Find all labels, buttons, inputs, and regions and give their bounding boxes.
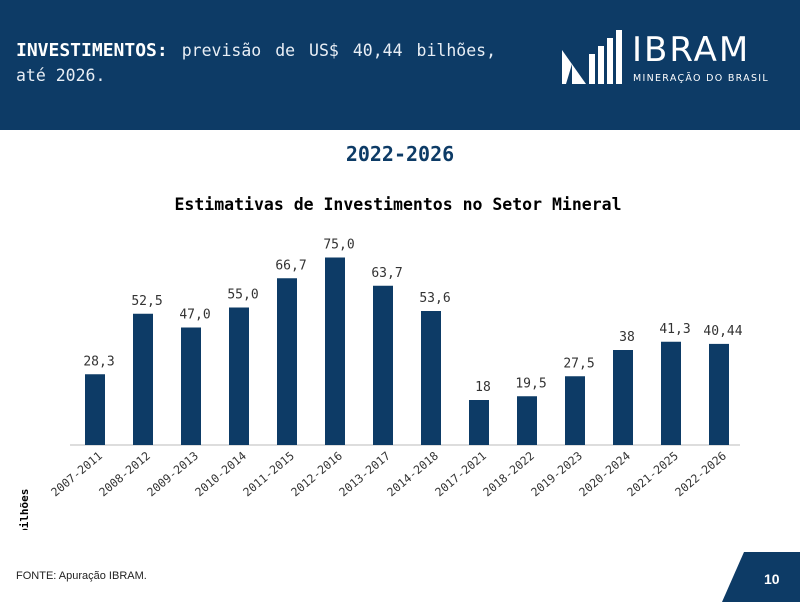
value-label-2007-2011: 28,3 — [83, 354, 114, 369]
bar-2010-2014 — [229, 307, 249, 445]
category-label-2007-2011: 2007-2011 — [48, 449, 105, 500]
category-label-2022-2026: 2022-2026 — [672, 449, 729, 500]
bar-2012-2016 — [325, 257, 345, 445]
bar-2013-2017 — [373, 285, 393, 445]
value-label-2021-2025: 41,3 — [659, 322, 690, 337]
bar-2021-2025 — [661, 341, 681, 445]
logo-subtitle: MINERAÇÃO DO BRASIL — [633, 73, 769, 84]
value-label-2020-2024: 38 — [619, 330, 635, 345]
category-label-2017-2021: 2017-2021 — [432, 449, 489, 500]
header-banner: INVESTIMENTOS: previsão de US$ 40,44 bilh… — [0, 0, 800, 130]
ibram-logo-mark-icon — [562, 30, 622, 84]
value-label-2018-2022: 19,5 — [515, 376, 546, 391]
value-labels-group: 28,3 52,5 47,0 55,0 66,7 75,0 63,7 53,6 18 19,5 27… — [83, 238, 742, 396]
y-axis-label: US$ bilhões — [18, 489, 31, 530]
category-label-2010-2014: 2010-2014 — [192, 449, 249, 500]
footer-source: FONTE: Apuração IBRAM. — [16, 570, 147, 582]
ibram-logo: IBRAM MINERAÇÃO DO BRASIL — [562, 30, 768, 90]
value-label-2009-2013: 47,0 — [179, 308, 210, 323]
bar-2008-2012 — [133, 313, 153, 445]
category-label-2012-2016: 2012-2016 — [288, 449, 345, 500]
page-number: 10 — [764, 571, 780, 587]
category-label-2018-2022: 2018-2022 — [480, 449, 537, 500]
period-title: 2022-2026 — [345, 142, 455, 166]
value-label-2022-2026: 40,44 — [703, 324, 742, 339]
category-labels-group: 2007-20112008-20122009-20132010-20142011… — [48, 449, 729, 500]
value-label-2010-2014: 55,0 — [227, 288, 258, 303]
category-label-2020-2024: 2020-2024 — [576, 449, 633, 500]
category-label-2013-2017: 2013-2017 — [336, 449, 393, 500]
category-label-2011-2015: 2011-2015 — [240, 449, 297, 500]
page-badge — [722, 552, 800, 602]
value-label-2019-2023: 27,5 — [563, 356, 594, 371]
category-label-2009-2013: 2009-2013 — [144, 449, 201, 500]
bar-2018-2022 — [517, 396, 537, 445]
value-label-2017-2021: 18 — [475, 380, 491, 395]
value-label-2008-2012: 52,5 — [131, 294, 162, 309]
bar-2019-2023 — [565, 376, 585, 445]
value-label-2012-2016: 75,0 — [323, 238, 354, 253]
bar-2007-2011 — [85, 374, 105, 445]
category-label-2014-2018: 2014-2018 — [384, 449, 441, 500]
header-title-rest: previsão de US$ 40,44 bilhões, até 2026. — [16, 41, 496, 85]
value-label-2013-2017: 63,7 — [371, 266, 402, 281]
category-label-2008-2012: 2008-2012 — [96, 449, 153, 500]
bar-2009-2013 — [181, 327, 201, 445]
logo-name: IBRAM — [632, 30, 751, 70]
value-label-2011-2015: 66,7 — [275, 258, 306, 273]
header-title-bold: INVESTIMENTOS: — [16, 40, 168, 61]
investment-bar-chart: Estimativas de Investimentos no Setor Mi… — [18, 195, 743, 530]
value-label-2014-2018: 53,6 — [419, 291, 450, 306]
header-title: INVESTIMENTOS: previsão de US$ 40,44 bilh… — [16, 38, 496, 88]
bar-2017-2021 — [469, 400, 489, 445]
bar-2011-2015 — [277, 278, 297, 445]
bar-2022-2026 — [709, 343, 729, 445]
bar-2014-2018 — [421, 311, 441, 445]
chart-title: Estimativas de Investimentos no Setor Mi… — [174, 195, 621, 214]
category-label-2019-2023: 2019-2023 — [528, 449, 585, 500]
category-label-2021-2025: 2021-2025 — [624, 449, 681, 500]
bar-2020-2024 — [613, 350, 633, 445]
bars-group — [85, 257, 729, 445]
